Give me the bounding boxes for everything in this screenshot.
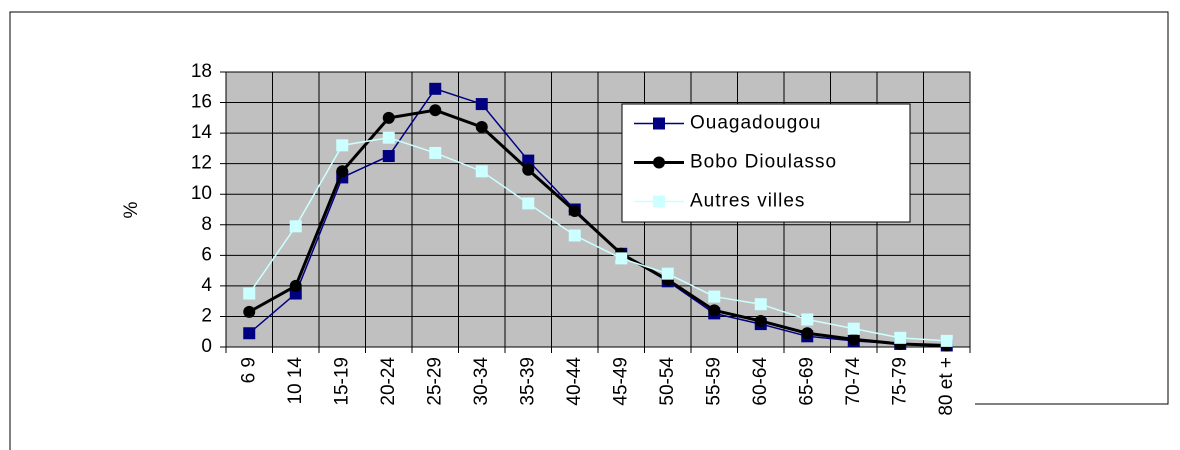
x-tick-label: 35-39 <box>517 357 538 406</box>
marker <box>475 121 488 133</box>
y-tick-label: 10 <box>191 183 212 204</box>
legend-marker <box>653 117 665 130</box>
marker <box>289 220 302 233</box>
marker <box>940 334 953 347</box>
marker <box>475 98 488 111</box>
marker <box>522 154 535 167</box>
marker <box>754 315 767 328</box>
x-tick-label: 55-59 <box>703 357 724 406</box>
y-tick-label: 2 <box>201 305 212 326</box>
marker <box>429 146 442 159</box>
marker <box>568 229 581 242</box>
x-tick-label: 45-49 <box>610 357 631 406</box>
legend-label: Bobo Dioulasso <box>690 152 837 173</box>
marker <box>429 82 442 95</box>
x-tick-label: 80 et + <box>936 357 957 416</box>
line <box>248 136 947 342</box>
marker <box>382 111 395 124</box>
x-tick-label: 30-34 <box>471 357 492 406</box>
y-tick-label: 8 <box>201 214 212 235</box>
marker <box>522 197 535 210</box>
x-tick-label: 75-79 <box>889 357 910 406</box>
marker <box>568 205 581 218</box>
marker <box>754 298 767 311</box>
marker <box>847 322 860 335</box>
frame <box>9 11 1169 450</box>
y-tick-label: 0 <box>201 336 212 357</box>
marker <box>801 313 814 326</box>
marker <box>382 131 395 144</box>
x-tick-label: 10 14 <box>285 357 306 405</box>
marker <box>708 304 721 317</box>
legend-marker <box>653 156 665 169</box>
marker <box>243 305 256 318</box>
plot-border <box>225 71 971 348</box>
marker <box>708 290 721 303</box>
marker <box>847 333 860 346</box>
x-tick-label: 50-54 <box>657 357 678 406</box>
x-tick-label: 60-64 <box>750 357 771 406</box>
marker <box>243 327 256 340</box>
legend-marker <box>653 195 665 208</box>
x-tick-label: 25-29 <box>424 357 445 406</box>
marker <box>382 150 395 163</box>
marker <box>336 165 349 178</box>
marker <box>661 267 674 280</box>
x-tick-label: 15-19 <box>331 357 352 406</box>
x-tick-label: 20-24 <box>378 357 399 406</box>
marker <box>336 139 349 152</box>
marker <box>289 279 302 292</box>
x-tick-label: 6 9 <box>238 357 259 383</box>
legend-label: Ouagadougou <box>690 113 821 134</box>
y-tick-label: 14 <box>191 122 213 143</box>
x-tick-label: 70-74 <box>843 357 864 406</box>
y-tick-label: 6 <box>201 244 212 265</box>
y-tick-label: 4 <box>201 275 212 296</box>
marker <box>522 163 535 176</box>
y-tick-label: 16 <box>191 92 212 113</box>
y-tick-label: 12 <box>191 153 212 174</box>
marker <box>243 287 256 300</box>
x-tick-label: 65-69 <box>796 357 817 406</box>
marker <box>894 331 907 344</box>
line <box>248 108 947 347</box>
y-tick-label: 18 <box>191 61 212 82</box>
marker <box>801 327 814 340</box>
marker <box>429 104 442 117</box>
legend-label: Autres villes <box>690 191 805 212</box>
marker <box>475 165 488 178</box>
x-tick-label: 40-44 <box>564 357 585 406</box>
y-axis-label: % <box>121 201 142 218</box>
marker <box>615 252 628 265</box>
